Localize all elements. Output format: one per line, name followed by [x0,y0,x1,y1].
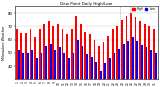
Bar [155,53,156,79]
Bar [118,49,120,79]
Bar [63,53,65,79]
Bar [103,42,104,79]
Bar [57,24,59,79]
Bar [72,53,74,79]
Y-axis label: Milwaukee Weather: Milwaukee Weather [2,26,6,60]
Bar [89,34,91,79]
Bar [43,24,45,79]
Bar [84,32,86,79]
Bar [50,44,52,79]
Bar [25,33,27,79]
Bar [39,29,41,79]
Bar [66,34,68,79]
Bar [144,24,146,79]
Bar [116,26,118,79]
Bar [136,41,138,79]
Bar [125,16,127,79]
Bar [132,37,134,79]
Bar [54,50,56,79]
Bar [34,37,36,79]
Bar [114,53,116,79]
Bar [77,40,79,79]
Bar [121,20,123,79]
Bar [36,58,38,79]
Bar [52,26,54,79]
Bar [27,53,29,79]
Bar [80,24,82,79]
Bar [59,48,61,79]
Bar [75,16,77,79]
Bar [98,46,100,79]
Bar [135,17,136,79]
Bar [112,29,114,79]
Bar [141,45,143,79]
Bar [146,48,147,79]
Bar [123,44,125,79]
Bar [94,40,95,79]
Bar [41,53,42,79]
Bar [48,21,50,79]
Bar [68,58,70,79]
Bar [150,50,152,79]
Bar [109,58,111,79]
Bar [130,13,132,79]
Bar [127,41,129,79]
Bar [62,29,63,79]
Bar [30,29,32,79]
Bar [22,53,24,79]
Title: Dew Point Daily High/Low: Dew Point Daily High/Low [60,2,112,6]
Legend: High, Low: High, Low [132,7,156,12]
Bar [18,50,20,79]
Bar [104,63,106,79]
Bar [71,29,72,79]
Bar [82,46,84,79]
Bar [95,62,97,79]
Bar [20,33,22,79]
Bar [45,46,47,79]
Bar [139,21,141,79]
Bar [148,26,150,79]
Bar [32,50,33,79]
Bar [16,29,18,79]
Bar [86,54,88,79]
Bar [91,57,93,79]
Bar [153,29,155,79]
Bar [107,36,109,79]
Bar [100,71,102,79]
